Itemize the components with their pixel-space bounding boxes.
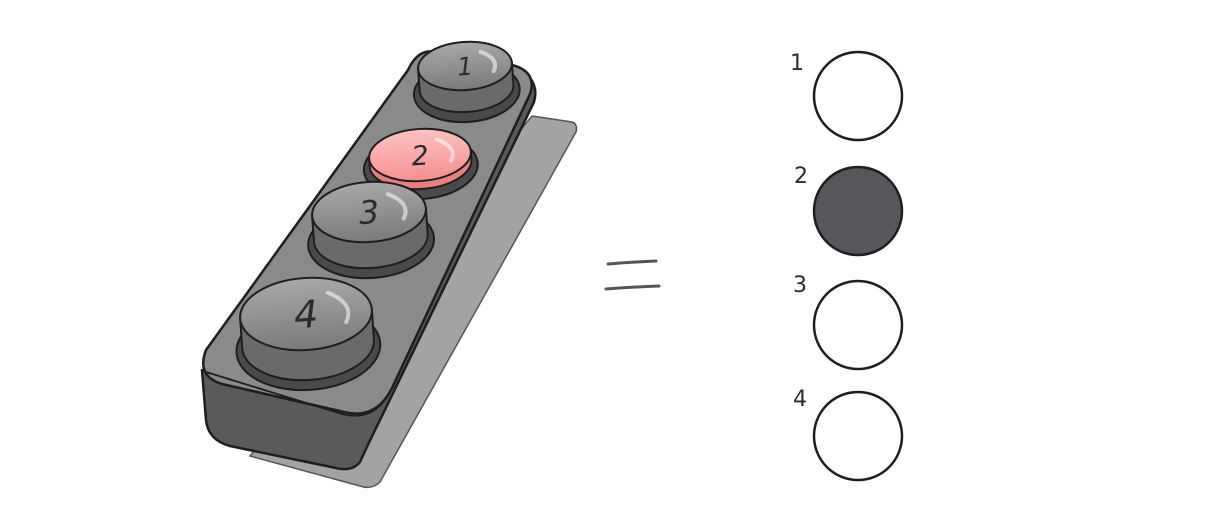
keypad-body-edge bbox=[205, 371, 391, 417]
indicator-label: 1 bbox=[790, 51, 804, 76]
indicator-2: 2 bbox=[794, 164, 904, 257]
equals-sign-top-stroke bbox=[606, 259, 658, 266]
keypad-button-3[interactable]: 3 bbox=[304, 178, 436, 283]
keypad-button-2[interactable]: 2 bbox=[361, 125, 480, 203]
equals-sign-bottom-stroke bbox=[604, 284, 661, 291]
keypad-button-label: 4 bbox=[292, 292, 319, 338]
keypad-button-label: 1 bbox=[456, 52, 474, 82]
keypad-device: 1 23 4 bbox=[200, 38, 578, 489]
keypad-buttons: 1 23 4 bbox=[232, 38, 521, 395]
keypad-button-highlight bbox=[434, 137, 455, 163]
indicator-3: 3 bbox=[793, 273, 904, 371]
indicator-circle-off bbox=[812, 279, 904, 371]
keypad-button-highlight bbox=[478, 49, 498, 74]
keypad-button-highlight bbox=[385, 192, 408, 221]
indicator-4: 4 bbox=[793, 387, 904, 482]
keypad-button-1[interactable]: 1 bbox=[410, 38, 521, 125]
keypad-button-highlight bbox=[325, 290, 351, 325]
equals-sign: = bbox=[604, 259, 661, 291]
indicator-label: 2 bbox=[794, 164, 808, 189]
indicator-list: 1 2 3 4 bbox=[790, 50, 904, 482]
indicator-circle-off bbox=[812, 390, 904, 482]
indicator-label: 4 bbox=[793, 387, 807, 412]
keypad-button-label: 2 bbox=[410, 140, 429, 172]
indicator-label: 3 bbox=[793, 273, 807, 298]
keypad-button-cap bbox=[239, 276, 373, 352]
indicator-1: 1 bbox=[790, 50, 904, 142]
keypad-button-4[interactable]: 4 bbox=[232, 273, 383, 395]
indicator-circle-off bbox=[812, 50, 904, 142]
indicator-circle-on bbox=[812, 165, 904, 257]
keypad-button-label: 3 bbox=[358, 193, 381, 232]
